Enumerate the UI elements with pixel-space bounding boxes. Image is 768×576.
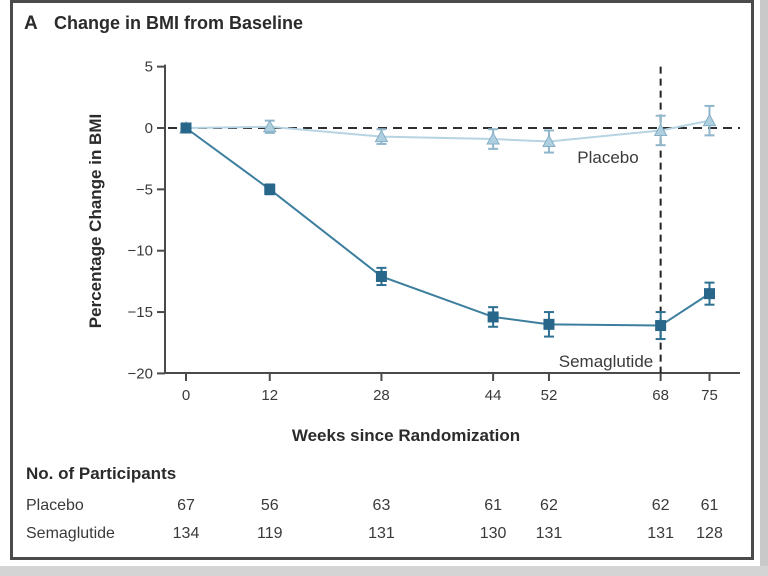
participant-count: 130 (479, 525, 507, 542)
y-tick-label: −10 (128, 243, 153, 260)
participant-count: 63 (372, 497, 391, 514)
participant-count: 131 (647, 525, 674, 542)
participant-count: 56 (260, 497, 279, 514)
participant-count: 134 (172, 525, 200, 542)
semaglutide-marker (655, 320, 667, 332)
participant-count: 128 (696, 525, 723, 542)
y-axis-title: Percentage Change in BMI (86, 113, 105, 329)
participant-count: 131 (368, 525, 395, 542)
placebo-marker (486, 131, 500, 145)
page-edge-bottom (0, 566, 768, 576)
placebo-marker (653, 123, 668, 136)
participants-header: No. of Participants (26, 464, 177, 483)
x-tick-label: 68 (652, 387, 669, 404)
placebo-marker (262, 119, 277, 133)
participant-count: 61 (700, 497, 719, 514)
semaglutide-series-label: Semaglutide (558, 352, 654, 371)
participant-count: 119 (256, 525, 283, 542)
placebo-marker (374, 129, 389, 143)
panel-label: A (24, 13, 38, 34)
x-tick-label: 28 (373, 387, 390, 404)
participant-count: 61 (484, 497, 503, 514)
y-tick-label: 5 (145, 59, 153, 76)
page-edge-right (760, 0, 768, 576)
x-tick-label: 44 (485, 387, 502, 404)
semaglutide-marker (704, 288, 715, 300)
semaglutide-marker (264, 183, 276, 195)
participant-count: 62 (540, 497, 558, 514)
page-title: Change in BMI from Baseline (54, 13, 304, 33)
x-tick-label: 0 (182, 387, 190, 404)
participant-row-label: Semaglutide (26, 525, 115, 542)
participant-count: 62 (651, 497, 670, 514)
placebo-marker (702, 113, 717, 127)
y-tick-label: −5 (136, 181, 153, 198)
semaglutide-marker (180, 122, 192, 134)
y-tick-label: −15 (128, 304, 153, 321)
semaglutide-marker (487, 311, 499, 323)
participant-count: 131 (535, 525, 563, 542)
placebo-marker (542, 134, 556, 147)
semaglutide-marker (543, 318, 555, 330)
x-axis-title: Weeks since Randomization (291, 426, 521, 445)
participant-count: 67 (177, 497, 195, 514)
semaglutide-marker (375, 270, 387, 282)
y-tick-label: 0 (145, 120, 153, 137)
placebo-series-label: Placebo (577, 148, 639, 167)
x-tick-label: 75 (701, 387, 718, 404)
y-tick-label: −20 (128, 365, 153, 382)
x-tick-label: 12 (261, 387, 278, 404)
x-tick-label: 52 (541, 387, 558, 404)
participant-row-label: Placebo (26, 497, 84, 514)
